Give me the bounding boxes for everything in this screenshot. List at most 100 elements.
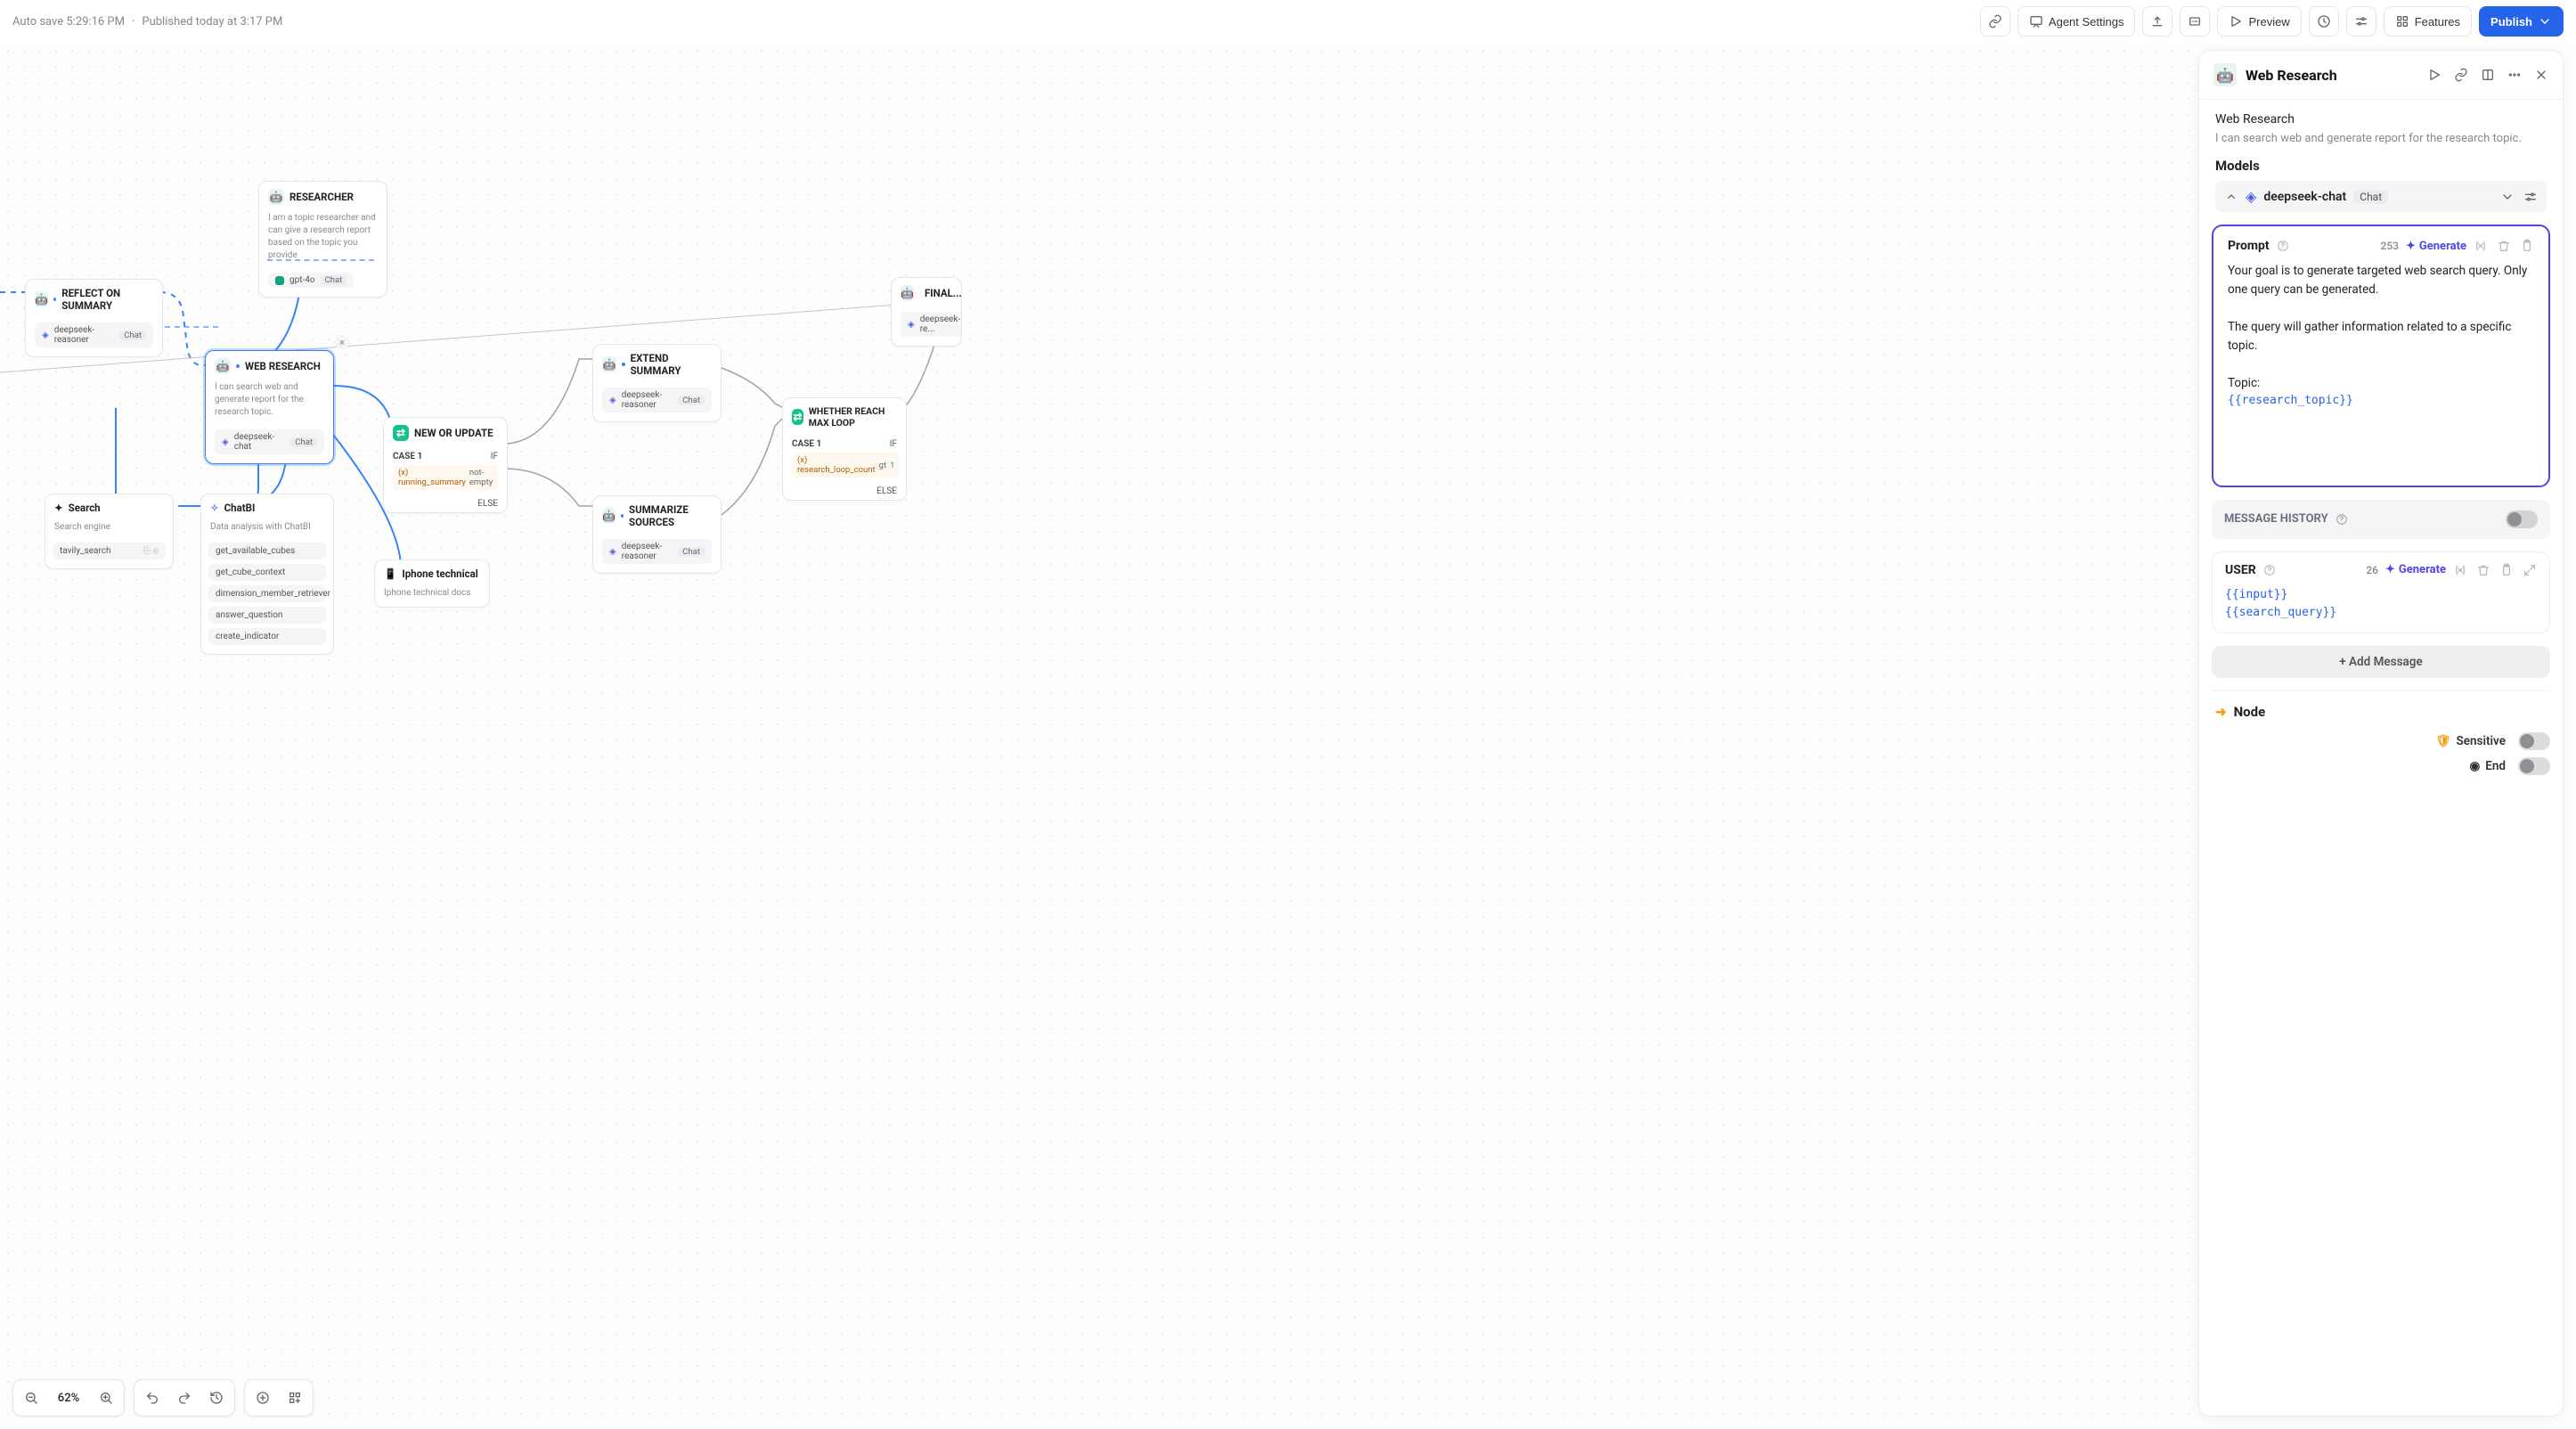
redo-icon: [177, 1391, 192, 1405]
layout-button[interactable]: [281, 1384, 309, 1412]
link-icon-button[interactable]: [1980, 6, 2010, 37]
panel-header: 🤖 Web Research: [2199, 51, 2563, 100]
agent-icon: 🤖: [268, 189, 284, 205]
close-icon[interactable]: ×: [335, 335, 349, 349]
node-reflect[interactable]: 🤖 REFLECT ON SUMMARY ◈deepseek-reasonerCh…: [25, 279, 163, 357]
case-label: CASE 1: [792, 439, 821, 449]
help-icon[interactable]: [2263, 564, 2276, 576]
model-name: deepseek-reasoner: [622, 542, 673, 561]
prompt-editor[interactable]: Your goal is to generate targeted web se…: [2228, 262, 2534, 473]
char-count: 26: [2366, 564, 2378, 576]
node-web-research[interactable]: × 🤖WEB RESEARCH I can search web and gen…: [205, 350, 334, 464]
zoom-out-button[interactable]: [17, 1384, 45, 1412]
else-label: ELSE: [876, 486, 897, 496]
redo-button[interactable]: [170, 1384, 199, 1412]
generate-button[interactable]: ✦ Generate: [2385, 563, 2446, 576]
node-researcher[interactable]: 🤖RESEARCHER I am a topic researcher and …: [258, 181, 387, 298]
topbar-status: Auto save 5:29:16 PM · Published today a…: [12, 15, 282, 29]
chevron-down-icon[interactable]: [2500, 190, 2515, 204]
chat-icon: ✧: [210, 502, 219, 514]
list-item: create_indicator: [208, 628, 326, 645]
model-tag: ◈deepseek-reasonerChat: [602, 388, 712, 412]
preview-button[interactable]: Preview: [2217, 6, 2301, 37]
node-search-tool[interactable]: ✦Search Search engine tavily_search⎘ ⊕: [45, 494, 174, 569]
message-history-toggle[interactable]: [2506, 510, 2538, 528]
agent-icon: 🤖: [35, 291, 48, 307]
sliders-icon: [2354, 14, 2368, 29]
undo-button[interactable]: [138, 1384, 167, 1412]
end-toggle[interactable]: [2518, 757, 2550, 775]
expand-icon[interactable]: [2523, 563, 2537, 577]
message-history-row[interactable]: MESSAGE HISTORY: [2212, 500, 2550, 539]
phone-icon: 📱: [384, 568, 396, 580]
close-icon[interactable]: [2534, 68, 2548, 82]
node-chatbi[interactable]: ✧ChatBI Data analysis with ChatBI get_av…: [200, 494, 334, 655]
variable-icon[interactable]: [2474, 239, 2488, 253]
separator: ·: [132, 15, 135, 29]
publish-button[interactable]: Publish: [2479, 6, 2564, 37]
node-finalize[interactable]: 🤖FINAL... ◈deepseek-re...: [891, 277, 962, 347]
features-label: Features: [2415, 15, 2460, 29]
node-title: REFLECT ON SUMMARY: [61, 287, 153, 312]
node-new-or-update[interactable]: ⇄NEW OR UPDATE CASE 1IF (x) running_summ…: [383, 417, 508, 513]
play-icon[interactable]: [2427, 68, 2441, 82]
more-icon[interactable]: [2507, 68, 2522, 82]
node-blurb: Iphone technical docs: [375, 587, 489, 607]
preview-label: Preview: [2248, 15, 2289, 29]
message-history-label: MESSAGE HISTORY: [2224, 512, 2328, 526]
node-title: NEW OR UPDATE: [414, 427, 493, 439]
clipboard-icon[interactable]: [2499, 563, 2514, 577]
link-icon[interactable]: [2454, 68, 2468, 82]
model-selector[interactable]: ◈ deepseek-chat Chat: [2215, 181, 2547, 212]
panel-meta: Web Research I can search web and genera…: [2199, 100, 2563, 158]
flow-canvas[interactable]: 🤖RESEARCHER I am a topic researcher and …: [0, 43, 2193, 1429]
env-icon-button[interactable]: [2180, 6, 2210, 37]
help-icon[interactable]: [2336, 513, 2348, 526]
model-badge: Chat: [678, 396, 705, 405]
node-title: SUMMARIZE SOURCES: [629, 503, 712, 528]
dash-decoration: [267, 259, 374, 261]
agent-icon: 🤖: [901, 285, 914, 301]
topbar: Auto save 5:29:16 PM · Published today a…: [0, 0, 2576, 43]
topbar-actions: Agent Settings Preview Features Publish: [1980, 6, 2564, 37]
node-title: WEB RESEARCH: [245, 360, 321, 372]
add-node-button[interactable]: [249, 1384, 277, 1412]
node-summarize-sources[interactable]: 🤖SUMMARIZE SOURCES ◈deepseek-reasonerCha…: [592, 495, 721, 574]
features-button[interactable]: Features: [2384, 6, 2472, 37]
user-editor[interactable]: {{input}} {{search_query}}: [2225, 586, 2537, 622]
shield-icon: 🛡: [2435, 734, 2450, 748]
add-message-button[interactable]: + Add Message: [2212, 646, 2550, 678]
columns-icon[interactable]: [2481, 68, 2495, 82]
agent-settings-button[interactable]: Agent Settings: [2018, 6, 2136, 37]
tune-icon-button[interactable]: [2346, 6, 2376, 37]
condition-chip: (x) research_loop_countgt1: [792, 453, 900, 478]
prompt-line: Topic:: [2228, 374, 2534, 393]
help-icon[interactable]: [2277, 240, 2289, 252]
zoom-level: 62%: [49, 1392, 88, 1405]
node-iphone-doc[interactable]: 📱Iphone technical Iphone technical docs: [374, 559, 490, 608]
prompt-variable: {{research_topic}}: [2228, 392, 2534, 410]
clipboard-icon[interactable]: [2520, 239, 2534, 253]
model-tag: ◈deepseek-chatChat: [215, 429, 324, 454]
node-title: RESEARCHER: [289, 191, 354, 203]
sensitive-toggle[interactable]: [2518, 732, 2550, 750]
trash-icon[interactable]: [2476, 563, 2490, 577]
model-name: deepseek-chat: [234, 432, 286, 452]
node-name: Web Research: [2215, 112, 2547, 127]
model-tag: ◈deepseek-reasonerChat: [35, 323, 153, 347]
sliders-icon[interactable]: [2523, 190, 2538, 204]
model-name: deepseek-chat: [2263, 190, 2346, 204]
models-heading: Models: [2199, 158, 2563, 181]
node-extend-summary[interactable]: 🤖EXTEND SUMMARY ◈deepseek-reasonerChat: [592, 344, 721, 422]
trash-icon[interactable]: [2497, 239, 2511, 253]
export-icon-button[interactable]: [2142, 6, 2172, 37]
variable-icon[interactable]: [2453, 563, 2467, 577]
model-tag: gpt-4oChat: [268, 273, 354, 288]
list-item: tavily_search⎘ ⊕: [53, 543, 166, 559]
zoom-in-button[interactable]: [92, 1384, 120, 1412]
generate-button[interactable]: ✦ Generate: [2406, 240, 2466, 253]
node-max-loop[interactable]: ⇄WHETHER REACH MAX LOOP CASE 1IF (x) res…: [782, 397, 907, 501]
history-button[interactable]: [202, 1384, 231, 1412]
sensitive-label: Sensitive: [2457, 734, 2506, 748]
history-icon-button[interactable]: [2309, 6, 2339, 37]
